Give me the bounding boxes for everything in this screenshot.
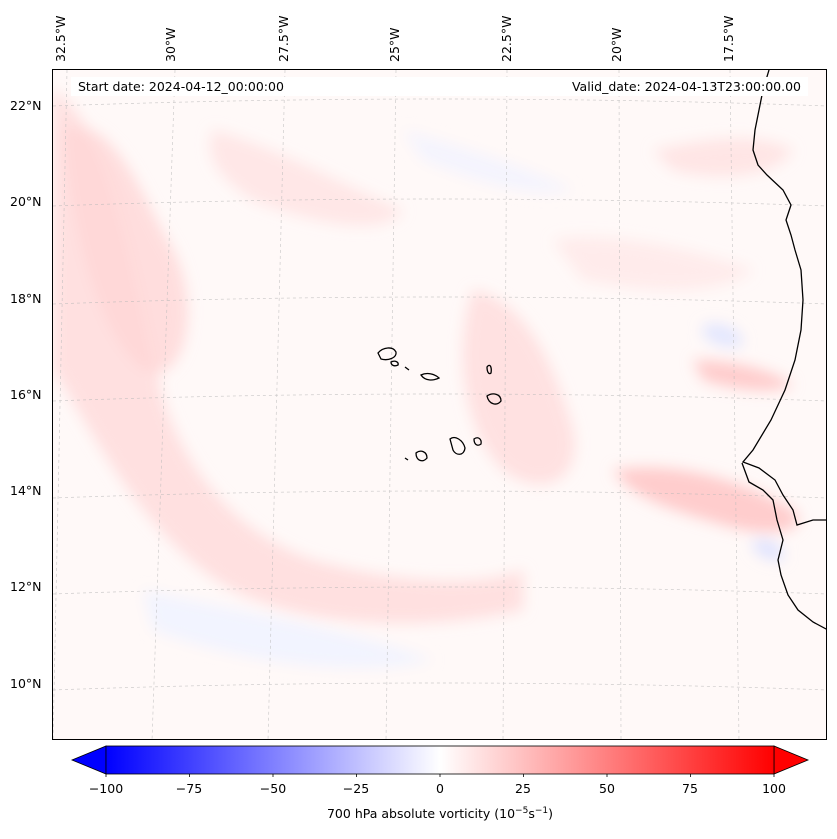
colorbar — [70, 745, 810, 777]
date-banner: Start date: 2024-04-12_00:00:00 Valid_da… — [71, 77, 808, 96]
colorbar-tick-neg75: −75 — [175, 781, 203, 796]
colorbar-tick-neg50: −50 — [259, 781, 287, 796]
lat-label-14n: 14°N — [10, 483, 42, 498]
colorbar-ticks — [105, 774, 775, 777]
valid-date: Valid_date: 2024-04-13T23:00:00.00 — [571, 79, 801, 94]
lat-label-10n: 10°N — [10, 676, 42, 691]
start-date: Start date: 2024-04-12_00:00:00 — [78, 79, 284, 94]
map-area[interactable] — [52, 69, 827, 740]
lon-label-30w: 30°W — [163, 27, 178, 62]
lon-label-20w: 20°W — [609, 27, 624, 62]
lat-label-16n: 16°N — [10, 387, 42, 402]
colorbar-tick-100: 100 — [762, 781, 786, 796]
lon-label-22-5w: 22.5°W — [499, 15, 514, 62]
vorticity-field — [53, 90, 799, 669]
lon-label-32-5w: 32.5°W — [53, 15, 68, 62]
colorbar-tick-neg100: −100 — [88, 781, 124, 796]
map-canvas — [53, 70, 826, 739]
lat-label-12n: 12°N — [10, 579, 42, 594]
cape-verde-islands — [377, 347, 502, 462]
lat-label-20n: 20°N — [10, 194, 42, 209]
colorbar-tick-neg25: −25 — [342, 781, 370, 796]
colorbar-tick-25: 25 — [515, 781, 531, 796]
colorbar-gradient — [105, 745, 775, 775]
lon-label-17-5w: 17.5°W — [721, 15, 736, 62]
colorbar-min-arrow — [70, 745, 107, 775]
lat-label-22n: 22°N — [10, 98, 42, 113]
colorbar-tick-50: 50 — [599, 781, 615, 796]
lon-label-27-5w: 27.5°W — [276, 15, 291, 62]
graticule — [53, 70, 826, 739]
colorbar-label: 700 hPa absolute vorticity (10−5s−1) — [326, 806, 553, 822]
africa-coastline — [741, 70, 826, 630]
lon-label-25w: 25°W — [387, 27, 402, 62]
colorbar-max-arrow — [773, 745, 810, 775]
colorbar-tick-75: 75 — [682, 781, 698, 796]
lat-label-18n: 18°N — [10, 291, 42, 306]
colorbar-tick-0: 0 — [436, 781, 444, 796]
